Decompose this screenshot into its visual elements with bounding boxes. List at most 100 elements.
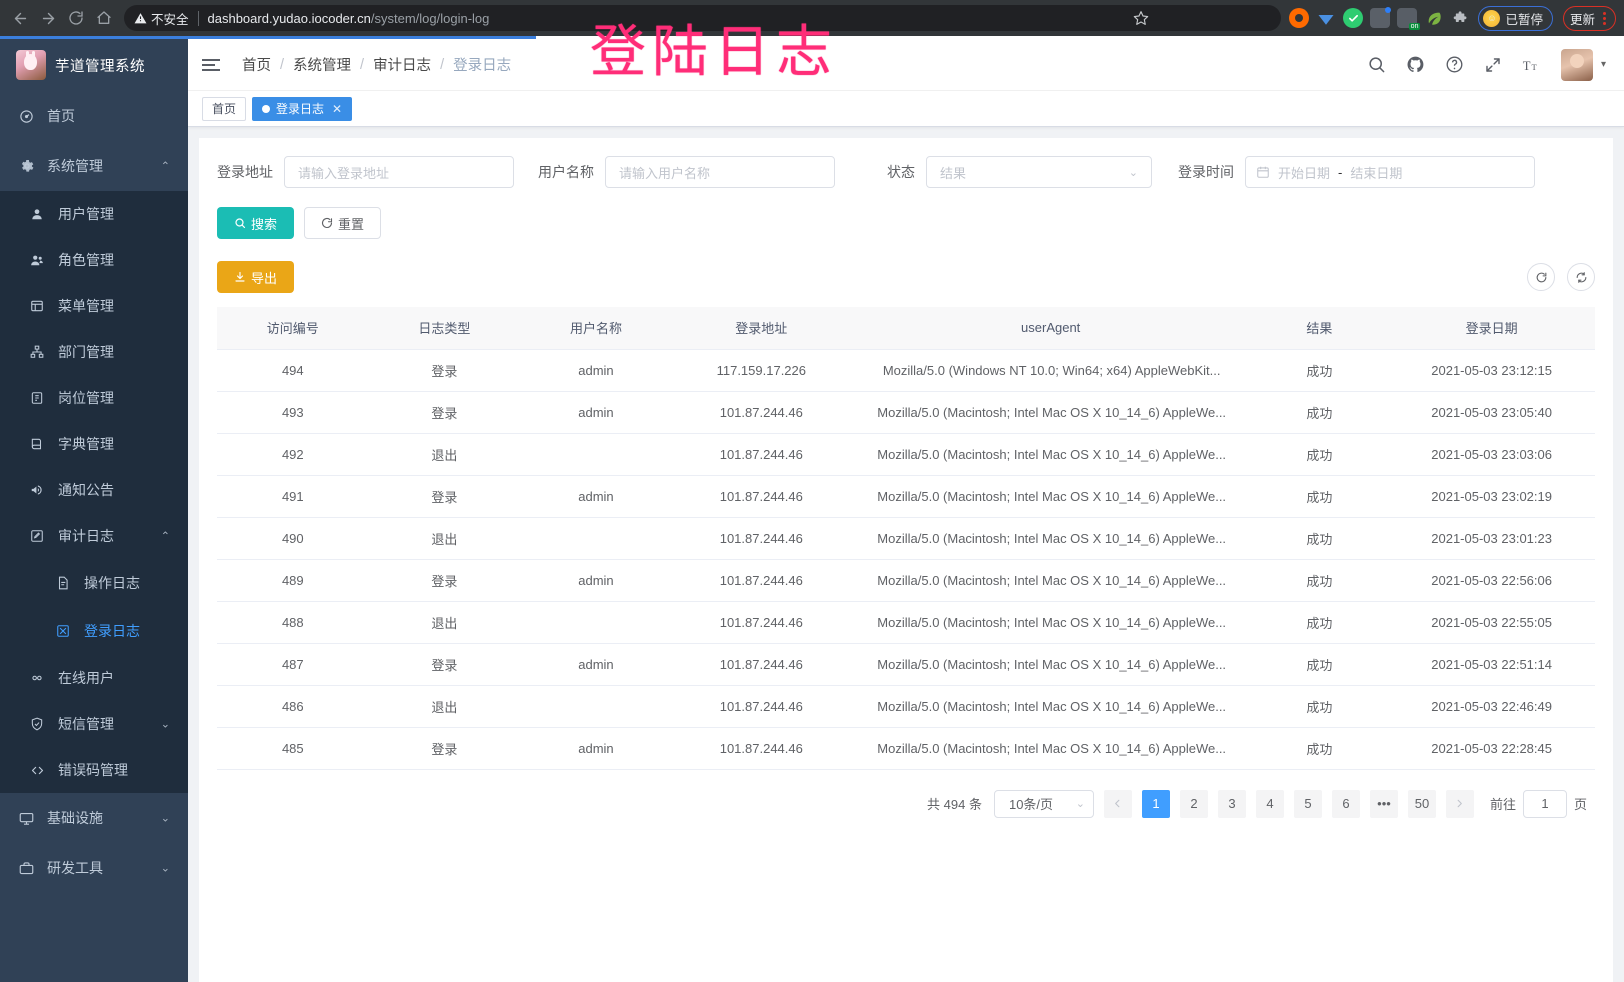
address-bar[interactable]: 不安全 dashboard.yudao.iocoder.cn/system/lo… [124, 5, 1282, 31]
pagination-next[interactable] [1445, 789, 1474, 818]
sidebar-item-sms-mgmt[interactable]: 短信管理 ⌄ [0, 701, 188, 747]
column-header-useragent[interactable]: userAgent [850, 307, 1251, 350]
bluetooth-badge-icon[interactable] [1370, 7, 1392, 28]
sidebar-item-operation-log[interactable]: 操作日志 [0, 559, 188, 607]
omnibox-divider [197, 10, 199, 26]
column-header-username[interactable]: 用户名称 [520, 307, 672, 350]
fullscreen-icon[interactable] [1484, 56, 1502, 74]
search-button[interactable]: 搜索 [217, 207, 295, 239]
breadcrumb-item[interactable]: 审计日志 [373, 58, 432, 74]
leaf-icon[interactable] [1424, 8, 1444, 28]
export-button[interactable]: 导出 [217, 261, 295, 293]
table-row[interactable]: 489 登录 admin 101.87.244.46 Mozilla/5.0 (… [217, 559, 1595, 602]
column-header-id[interactable]: 访问编号 [217, 307, 369, 350]
sidebar-item-infrastructure[interactable]: 基础设施 ⌄ [0, 793, 188, 843]
sidebar-item-system[interactable]: 系统管理 ⌃ [0, 141, 188, 191]
sidebar-item-menu-mgmt[interactable]: 菜单管理 [0, 283, 188, 329]
pagination-page-1[interactable]: 1 [1141, 789, 1170, 818]
column-header-ip[interactable]: 登录地址 [671, 307, 851, 350]
sidebar-item-role-mgmt[interactable]: 角色管理 [0, 237, 188, 283]
github-icon[interactable] [1406, 55, 1425, 74]
sidebar-item-error-code[interactable]: 错误码管理 [0, 747, 188, 793]
refresh-round-icon[interactable] [1527, 263, 1555, 291]
breadcrumb-item[interactable]: 首页 [242, 58, 271, 74]
login-time-daterange[interactable]: 开始日期 - 结束日期 [1245, 156, 1535, 188]
blue-diamond-icon[interactable] [1316, 8, 1336, 28]
pagination-page-50[interactable]: 50 [1407, 789, 1436, 818]
on-badge-icon[interactable]: on [1397, 8, 1421, 30]
table-row[interactable]: 490 退出 101.87.244.46 Mozilla/5.0 (Macint… [217, 517, 1595, 560]
back-arrow-icon[interactable] [6, 4, 34, 32]
sidebar-item-audit-log[interactable]: 审计日志 ⌃ [0, 513, 188, 559]
field-username: 用户名称 请输入用户名称 [538, 156, 835, 188]
forward-arrow-icon[interactable] [34, 4, 62, 32]
sidebar-item-dept-mgmt[interactable]: 部门管理 [0, 329, 188, 375]
reset-button[interactable]: 重置 [304, 207, 382, 239]
table-row[interactable]: 485 登录 admin 101.87.244.46 Mozilla/5.0 (… [217, 727, 1595, 770]
table-row[interactable]: 493 登录 admin 101.87.244.46 Mozilla/5.0 (… [217, 391, 1595, 434]
breadcrumb-item[interactable]: 系统管理 [293, 58, 352, 74]
table-row[interactable]: 488 退出 101.87.244.46 Mozilla/5.0 (Macint… [217, 601, 1595, 644]
kebab-menu-icon[interactable] [1600, 11, 1609, 25]
sidebar-item-post-mgmt[interactable]: 岗位管理 [0, 375, 188, 421]
sidebar-item-login-log[interactable]: 登录日志 [0, 607, 188, 655]
pagination-page-5[interactable]: 5 [1293, 789, 1322, 818]
green-check-icon[interactable] [1343, 8, 1364, 28]
cell-id: 492 [217, 433, 369, 476]
pagination-page-3[interactable]: 3 [1217, 789, 1246, 818]
reload-icon[interactable] [62, 4, 90, 32]
chevron-down-icon[interactable]: ▾ [1600, 59, 1606, 70]
help-circle-icon[interactable] [1445, 55, 1464, 74]
tab-home[interactable]: 首页 [202, 96, 247, 121]
update-button[interactable]: 更新 [1562, 5, 1616, 31]
page-size-select[interactable]: 10条/页 ⌄ [993, 789, 1094, 818]
sidebar-item-notice[interactable]: 通知公告 [0, 467, 188, 513]
user-avatar[interactable] [1560, 48, 1593, 81]
cell-type: 登录 [368, 475, 521, 518]
columns-round-icon[interactable] [1567, 263, 1595, 291]
pagination-page-4[interactable]: 4 [1255, 789, 1284, 818]
tab-login-log[interactable]: 登录日志 ✕ [252, 96, 353, 121]
sidebar-item-online-user[interactable]: 在线用户 [0, 655, 188, 701]
pagination-prev[interactable] [1103, 789, 1132, 818]
column-header-type[interactable]: 日志类型 [368, 307, 521, 350]
paused-status-pill[interactable]: ☺ 已暂停 [1478, 5, 1553, 31]
sidebar-item-dict-mgmt[interactable]: 字典管理 [0, 421, 188, 467]
code-icon [30, 763, 52, 778]
sidebar-label: 用户管理 [58, 206, 114, 222]
home-icon[interactable] [90, 4, 118, 32]
cell-date: 2021-05-03 22:28:45 [1388, 727, 1595, 770]
close-icon[interactable]: ✕ [332, 101, 343, 116]
status-select[interactable]: 结果 ⌄ [926, 156, 1152, 188]
table-row[interactable]: 491 登录 admin 101.87.244.46 Mozilla/5.0 (… [217, 475, 1595, 518]
orange-ring-icon[interactable] [1289, 8, 1310, 28]
brand[interactable]: 芋道管理系统 [0, 39, 188, 91]
search-icon[interactable] [1367, 55, 1386, 74]
table-row[interactable]: 487 登录 admin 101.87.244.46 Mozilla/5.0 (… [217, 643, 1595, 686]
jump-input[interactable]: 1 [1522, 789, 1567, 818]
pagination-page-6[interactable]: 6 [1331, 789, 1360, 818]
cell-useragent: Mozilla/5.0 (Macintosh; Intel Mac OS X 1… [850, 475, 1251, 518]
sidebar-item-user-mgmt[interactable]: 用户管理 [0, 191, 188, 237]
cell-ip: 101.87.244.46 [671, 685, 851, 728]
sidebar-label: 岗位管理 [58, 390, 114, 406]
sidebar-submenu-audit: 操作日志 登录日志 [0, 559, 188, 655]
username-input[interactable]: 请输入用户名称 [605, 156, 835, 188]
pagination-page-2[interactable]: 2 [1179, 789, 1208, 818]
calendar-icon [1256, 165, 1270, 179]
column-header-result[interactable]: 结果 [1250, 307, 1389, 350]
pagination-ellipsis[interactable]: ••• [1369, 789, 1398, 818]
login-address-input[interactable]: 请输入登录地址 [284, 156, 514, 188]
sidebar-item-dev-tools[interactable]: 研发工具 ⌄ [0, 843, 188, 893]
sidebar-item-home[interactable]: 首页 [0, 91, 188, 141]
table-row[interactable]: 494 登录 admin 117.159.17.226 Mozilla/5.0 … [217, 349, 1595, 392]
puzzle-icon[interactable] [1451, 8, 1471, 28]
cell-useragent: Mozilla/5.0 (Macintosh; Intel Mac OS X 1… [850, 685, 1251, 728]
column-header-date[interactable]: 登录日期 [1388, 307, 1595, 350]
table-row[interactable]: 486 退出 101.87.244.46 Mozilla/5.0 (Macint… [217, 685, 1595, 728]
bookmark-star-icon[interactable] [1128, 5, 1154, 31]
field-label: 登录时间 [1178, 164, 1234, 180]
hamburger-icon[interactable] [202, 58, 220, 71]
table-row[interactable]: 492 退出 101.87.244.46 Mozilla/5.0 (Macint… [217, 433, 1595, 476]
